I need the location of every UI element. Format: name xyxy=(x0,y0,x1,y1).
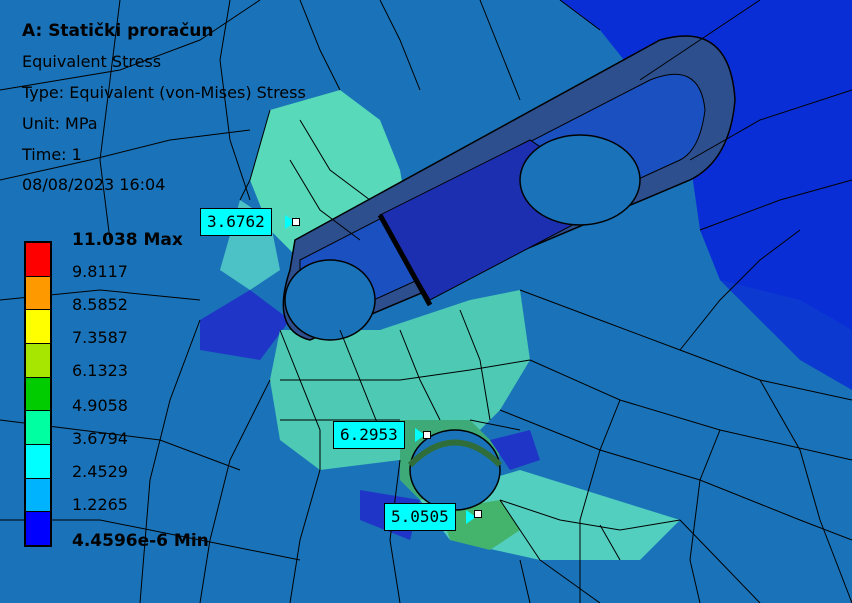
blue-patch-hole-right xyxy=(490,430,540,470)
probe-marker[interactable] xyxy=(423,431,431,439)
result-name: Equivalent Stress xyxy=(22,52,162,71)
legend-level-label: 4.9058 xyxy=(72,396,128,415)
legend-swatch xyxy=(26,344,50,378)
probe-label[interactable]: 3.6762 xyxy=(200,208,272,236)
dark-blue-region-right-2 xyxy=(720,280,852,390)
analysis-title: A: Statički proračun xyxy=(22,21,214,41)
probe-label[interactable]: 6.2953 xyxy=(333,421,405,449)
slot-round-hole-upper xyxy=(519,134,641,226)
result-unit: Unit: MPa xyxy=(22,114,98,133)
dark-blue-region-right xyxy=(560,0,852,380)
legend-swatch xyxy=(26,377,50,412)
legend-swatch xyxy=(26,411,50,446)
legend-swatch xyxy=(26,445,50,479)
legend-swatch xyxy=(26,478,50,513)
color-legend-bar xyxy=(24,241,52,547)
legend-level-label: 9.8117 xyxy=(72,262,128,281)
legend-swatch xyxy=(26,512,50,546)
blue-patch-left xyxy=(200,290,290,360)
probe-marker[interactable] xyxy=(292,218,300,226)
probe-pointer xyxy=(285,215,295,229)
legend-swatch xyxy=(26,276,50,311)
legend-level-label: 2.4529 xyxy=(72,462,128,481)
probe-pointer xyxy=(415,428,425,442)
result-time: Time: 1 xyxy=(22,145,82,164)
probe-marker[interactable] xyxy=(474,510,482,518)
legend-level-label: 1.2265 xyxy=(72,495,128,514)
slot-round-hole-left xyxy=(284,259,376,341)
legend-level-label: 7.3587 xyxy=(72,328,128,347)
legend-min-label: 4.4596e-6 Min xyxy=(72,531,209,551)
legend-swatch xyxy=(26,310,50,345)
result-type: Type: Equivalent (von-Mises) Stress xyxy=(22,83,306,102)
result-date: 08/08/2023 16:04 xyxy=(22,175,166,194)
bolt-hole-lower-rim xyxy=(407,439,503,468)
legend-level-label: 3.6794 xyxy=(72,429,128,448)
green-region-lower xyxy=(440,500,520,550)
slot-crease-line xyxy=(377,213,433,307)
legend-swatch xyxy=(26,243,50,277)
legend-level-label: 8.5852 xyxy=(72,295,128,314)
probe-label[interactable]: 5.0505 xyxy=(384,503,456,531)
probe-pointer xyxy=(466,510,476,524)
legend-max-label: 11.038 Max xyxy=(72,230,183,250)
legend-level-label: 6.1323 xyxy=(72,361,128,380)
